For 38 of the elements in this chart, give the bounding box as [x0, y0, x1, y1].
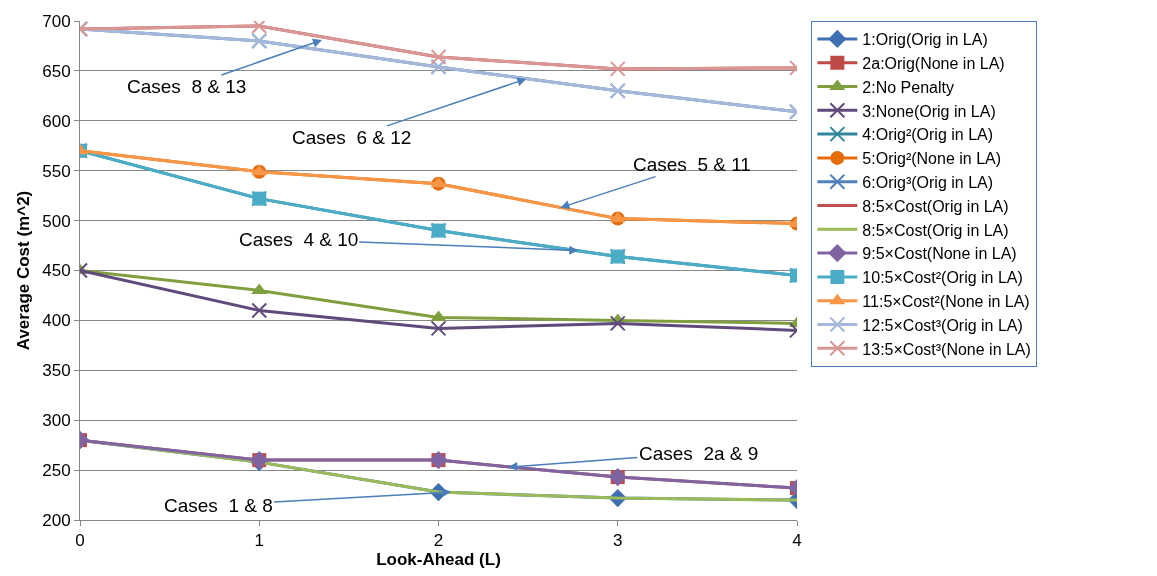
annotation: Cases 2a & 9	[639, 443, 759, 464]
y-tick-label: 300	[42, 411, 71, 431]
legend-label: 6:Orig³(Orig in LA)	[862, 173, 994, 191]
annotation: Cases 8 & 13	[127, 76, 247, 97]
x-axis-title: Look-Ahead (L)	[376, 550, 501, 570]
legend-label: 3:None(Orig in LA)	[862, 102, 996, 120]
y-tick-label: 700	[42, 11, 71, 31]
legend-label: 2a:Orig(None in LA)	[862, 54, 1005, 72]
annotation: Cases 6 & 12	[292, 127, 412, 148]
legend-label: 2:No Penalty	[862, 78, 954, 96]
y-tick-label: 450	[42, 261, 71, 281]
x-tick-label: 0	[75, 531, 85, 551]
y-axis-title: Average Cost (m^2)	[13, 190, 33, 351]
x-tick-label: 1	[254, 531, 264, 551]
y-tick-label: 500	[42, 211, 71, 231]
legend-label: 8:5×Cost(Orig in LA)	[862, 221, 1009, 239]
legend-label: 13:5×Cost³(None in LA)	[862, 340, 1031, 358]
legend-label: 9:5×Cost(None in LA)	[862, 245, 1017, 263]
x-tick-label: 3	[613, 531, 623, 551]
x-tick-label: 2	[433, 531, 444, 551]
legend-label: 8:5×Cost(Orig in LA)	[862, 197, 1009, 215]
y-tick-label: 550	[42, 161, 71, 181]
legend-label: 12:5×Cost³(Orig in LA)	[862, 316, 1023, 334]
legend-label: 10:5×Cost²(Orig in LA)	[862, 269, 1023, 287]
annotation: Cases 5 & 11	[633, 154, 751, 175]
y-tick-label: 200	[42, 510, 71, 530]
y-tick-label: 400	[42, 311, 71, 331]
legend-label: 11:5×Cost²(None in LA)	[862, 292, 1030, 310]
y-tick-label: 350	[42, 361, 71, 381]
legend-label: 4:Orig²(Orig in LA)	[862, 126, 994, 144]
y-tick-label: 600	[42, 111, 71, 131]
annotation: Cases 4 & 10	[239, 229, 359, 250]
x-tick-label: 4	[792, 531, 802, 551]
y-tick-label: 650	[42, 61, 71, 81]
y-tick-label: 250	[42, 461, 71, 481]
legend-label: 5:Orig²(None in LA)	[862, 150, 1002, 168]
legend-label: 1:Orig(Orig in LA)	[862, 31, 988, 49]
annotation: Cases 1 & 8	[164, 495, 273, 516]
